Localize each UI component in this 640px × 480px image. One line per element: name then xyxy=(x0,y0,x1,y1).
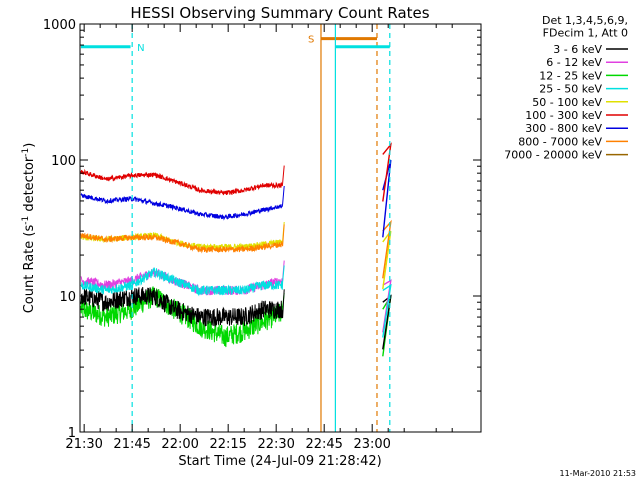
series-egress-100-300-kev xyxy=(382,142,392,202)
series-egress-800-7000-kev xyxy=(382,219,392,279)
series-line-3-6-kev xyxy=(80,286,285,327)
legend-header-line: FDecim 1, Att 0 xyxy=(543,27,628,40)
y-axis-label-end: ) xyxy=(22,143,37,148)
markers-group: NS xyxy=(80,24,391,432)
y-axis-label-sup1: -1 xyxy=(21,216,31,225)
x-axis-label: Start Time (24-Jul-09 21:28:42) xyxy=(178,454,381,469)
marker-label-s: S xyxy=(308,35,314,46)
marker-label-n: N xyxy=(137,43,144,54)
chart-title: HESSI Observing Summary Count Rates xyxy=(130,4,429,22)
y-tick-label: 1000 xyxy=(43,18,76,33)
y-axis-label-mid: detector xyxy=(22,156,37,216)
legend-entry-label: 7000 - 20000 keV xyxy=(504,149,602,162)
legend-entry-label: 3 - 6 keV xyxy=(553,43,602,56)
y-tick-label: 1 xyxy=(68,426,76,441)
axes-group: 21:30 21:45 22:00 22:15 22:30 22:45 23:00 1 10 10… xyxy=(43,18,481,452)
series-group xyxy=(80,142,392,357)
legend-entry-label: 12 - 25 keV xyxy=(539,69,602,82)
x-tick-label: 22:00 xyxy=(161,437,198,452)
legend-entry-label: 800 - 7000 keV xyxy=(518,135,602,148)
generated-timestamp: 11-Mar-2010 21:53 xyxy=(560,469,637,478)
x-tick-label: 22:30 xyxy=(257,437,294,452)
series-line-100-300-kev xyxy=(80,165,285,196)
plot-frame xyxy=(79,23,482,433)
series-egress-50-100-kev xyxy=(382,230,392,290)
series-line-12-25-kev xyxy=(80,286,285,348)
legend-header-line: Det 1,3,4,5,6,9, xyxy=(542,14,628,27)
legend-entry-label: 100 - 300 keV xyxy=(525,109,602,122)
x-tick-label: 21:30 xyxy=(65,437,102,452)
y-axis-label-main: Count Rate (s xyxy=(22,225,37,314)
legend: Det 1,3,4,5,6,9,FDecim 1, Att 0 3 - 6 keV… xyxy=(504,14,628,162)
y-axis-label: Count Rate (s-1 detector-1) xyxy=(21,143,37,314)
x-tick-label: 23:00 xyxy=(353,437,390,452)
series-line-25-50-kev xyxy=(80,265,285,297)
y-tick-label: 100 xyxy=(51,154,76,169)
legend-entry-label: 6 - 12 keV xyxy=(546,56,602,69)
series-line-300-800-kev xyxy=(80,185,285,221)
y-axis-label-sup2: -1 xyxy=(21,148,31,157)
series-egress-25-50-kev xyxy=(382,283,392,338)
legend-entry-label: 25 - 50 keV xyxy=(539,83,602,96)
series-egress-3-6-kev xyxy=(382,294,392,350)
x-tick-label: 21:45 xyxy=(113,437,150,452)
x-tick-label: 22:45 xyxy=(305,437,342,452)
x-tick-label: 22:15 xyxy=(209,437,246,452)
legend-entry-label: 300 - 800 keV xyxy=(525,122,602,135)
series-line-800-7000-kev xyxy=(80,224,285,254)
y-tick-label: 10 xyxy=(59,290,76,305)
legend-entry-label: 50 - 100 keV xyxy=(532,96,602,109)
series-egress-6-12-kev xyxy=(382,279,392,333)
